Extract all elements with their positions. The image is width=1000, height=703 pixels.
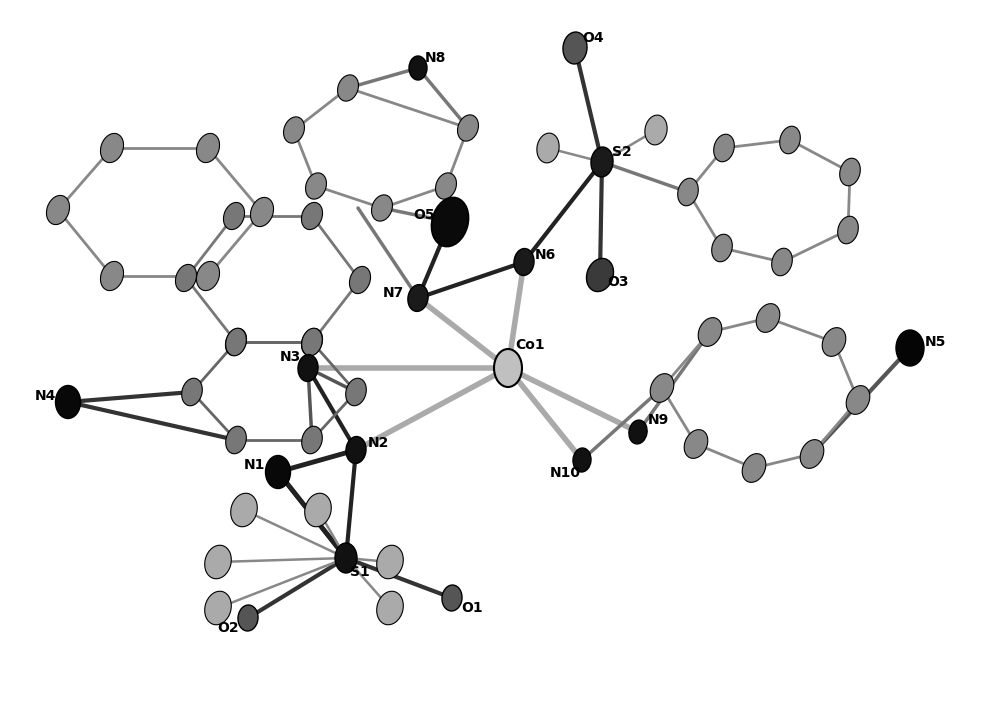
- Ellipse shape: [46, 195, 70, 224]
- Ellipse shape: [302, 328, 322, 356]
- Text: N10: N10: [550, 466, 580, 480]
- Ellipse shape: [349, 266, 371, 294]
- Text: N2: N2: [367, 436, 389, 450]
- Ellipse shape: [896, 330, 924, 366]
- Text: O2: O2: [217, 621, 239, 635]
- Ellipse shape: [442, 585, 462, 611]
- Ellipse shape: [822, 328, 846, 356]
- Ellipse shape: [629, 420, 647, 444]
- Ellipse shape: [458, 115, 478, 141]
- Text: O3: O3: [607, 275, 629, 289]
- Ellipse shape: [302, 426, 322, 453]
- Ellipse shape: [712, 234, 732, 262]
- Ellipse shape: [714, 134, 734, 162]
- Ellipse shape: [284, 117, 304, 143]
- Text: N5: N5: [924, 335, 946, 349]
- Ellipse shape: [196, 262, 220, 290]
- Ellipse shape: [306, 173, 326, 199]
- Text: S2: S2: [612, 145, 632, 159]
- Ellipse shape: [226, 328, 246, 356]
- Text: Co1: Co1: [515, 338, 545, 352]
- Ellipse shape: [846, 386, 870, 414]
- Ellipse shape: [678, 179, 698, 206]
- Ellipse shape: [301, 202, 323, 230]
- Ellipse shape: [100, 262, 124, 290]
- Ellipse shape: [231, 494, 257, 527]
- Ellipse shape: [223, 202, 245, 230]
- Ellipse shape: [182, 378, 202, 406]
- Ellipse shape: [431, 198, 469, 247]
- Ellipse shape: [305, 494, 331, 527]
- Ellipse shape: [591, 147, 613, 177]
- Ellipse shape: [225, 328, 247, 356]
- Text: N6: N6: [534, 248, 556, 262]
- Ellipse shape: [238, 605, 258, 631]
- Ellipse shape: [409, 56, 427, 80]
- Ellipse shape: [780, 127, 800, 154]
- Ellipse shape: [372, 195, 392, 221]
- Ellipse shape: [537, 133, 559, 163]
- Ellipse shape: [494, 349, 522, 387]
- Text: O5: O5: [413, 208, 435, 222]
- Ellipse shape: [650, 373, 674, 402]
- Ellipse shape: [100, 134, 124, 162]
- Ellipse shape: [514, 249, 534, 276]
- Ellipse shape: [226, 426, 246, 453]
- Text: O1: O1: [461, 601, 483, 615]
- Ellipse shape: [377, 546, 403, 579]
- Ellipse shape: [408, 285, 428, 311]
- Ellipse shape: [586, 259, 614, 292]
- Ellipse shape: [838, 217, 858, 244]
- Ellipse shape: [298, 354, 318, 382]
- Ellipse shape: [800, 439, 824, 468]
- Text: N8: N8: [424, 51, 446, 65]
- Ellipse shape: [335, 543, 357, 573]
- Ellipse shape: [436, 173, 456, 199]
- Ellipse shape: [346, 437, 366, 463]
- Ellipse shape: [301, 328, 323, 356]
- Ellipse shape: [377, 591, 403, 625]
- Ellipse shape: [346, 378, 366, 406]
- Text: N4: N4: [34, 389, 56, 403]
- Ellipse shape: [698, 318, 722, 347]
- Ellipse shape: [196, 134, 220, 162]
- Ellipse shape: [266, 456, 290, 489]
- Text: N9: N9: [647, 413, 669, 427]
- Ellipse shape: [250, 198, 274, 226]
- Ellipse shape: [205, 546, 231, 579]
- Ellipse shape: [772, 248, 792, 276]
- Text: N3: N3: [279, 350, 301, 364]
- Ellipse shape: [840, 158, 860, 186]
- Text: S1: S1: [350, 565, 370, 579]
- Ellipse shape: [573, 448, 591, 472]
- Text: N7: N7: [382, 286, 404, 300]
- Text: O4: O4: [582, 31, 604, 45]
- Ellipse shape: [338, 75, 358, 101]
- Text: N1: N1: [243, 458, 265, 472]
- Ellipse shape: [684, 430, 708, 458]
- Ellipse shape: [205, 591, 231, 625]
- Ellipse shape: [56, 385, 80, 418]
- Ellipse shape: [175, 264, 197, 292]
- Ellipse shape: [563, 32, 587, 64]
- Ellipse shape: [756, 304, 780, 333]
- Ellipse shape: [742, 453, 766, 482]
- Ellipse shape: [645, 115, 667, 145]
